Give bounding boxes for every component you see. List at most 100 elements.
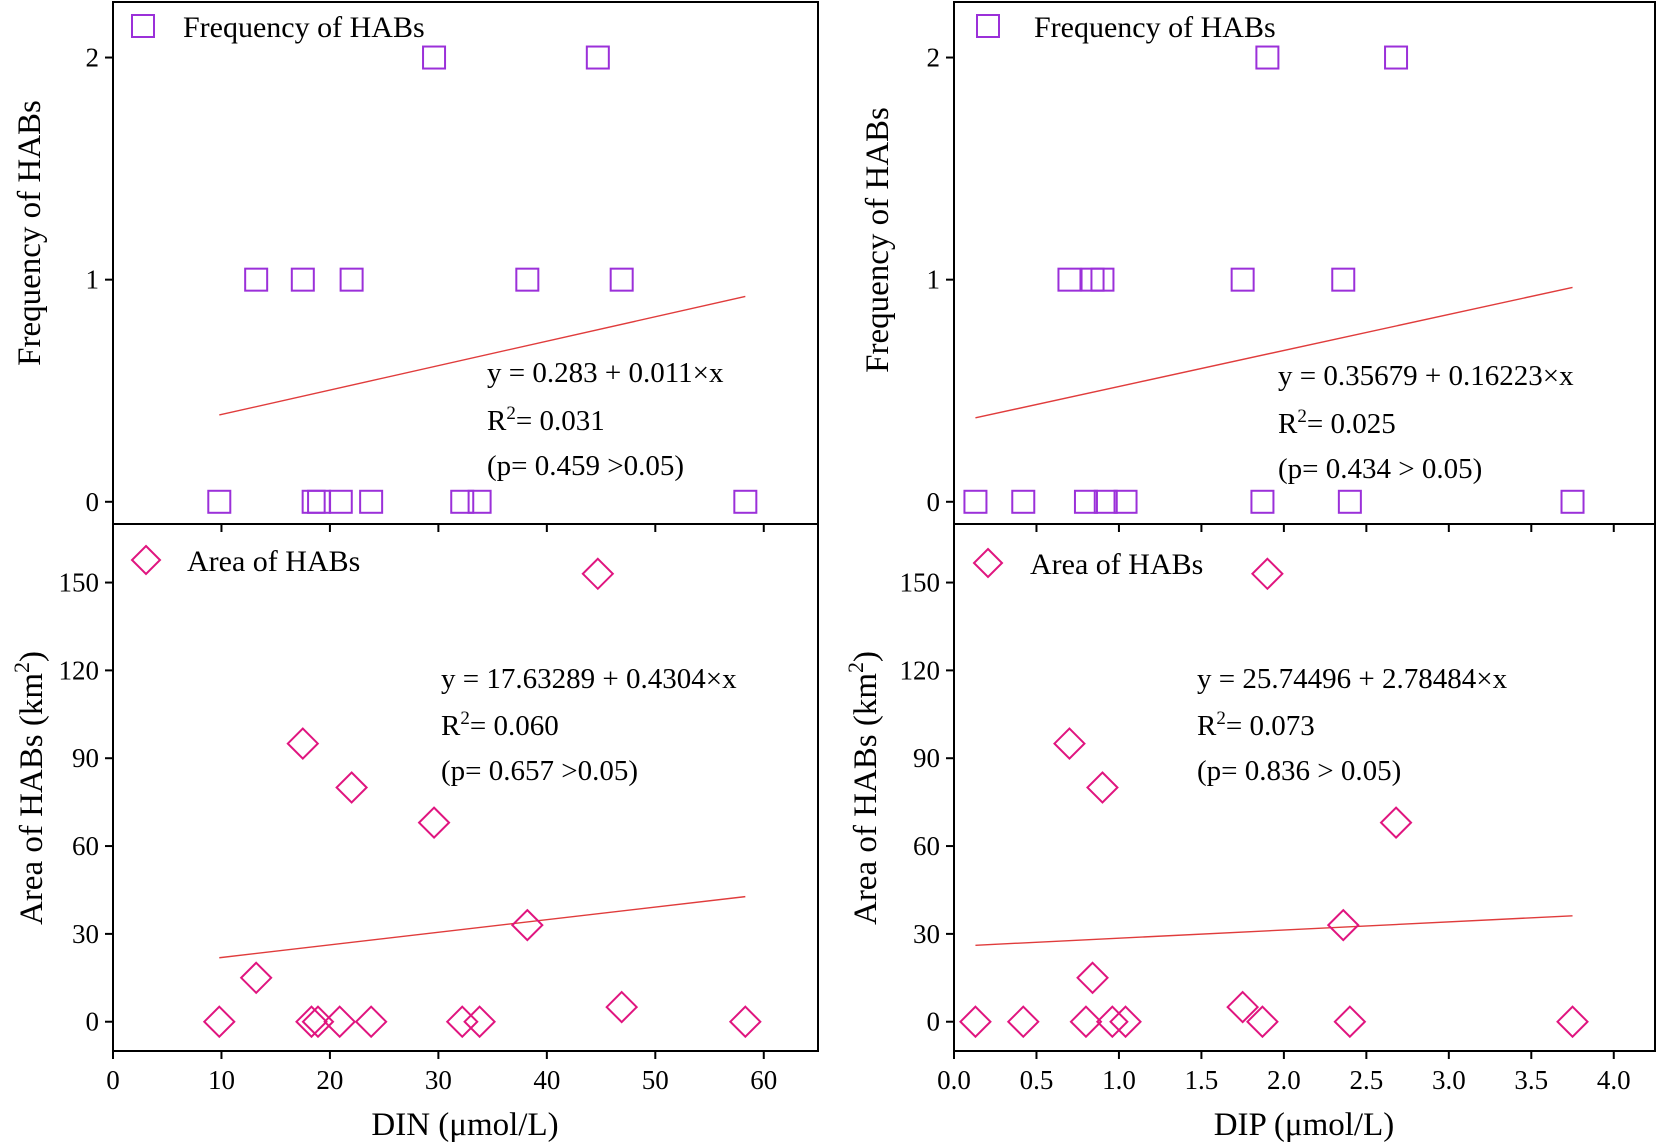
regression-line bbox=[975, 915, 1573, 946]
regression-annotation: y = 0.35679 + 0.16223×x R2= 0.025 (p= 0.… bbox=[1278, 360, 1574, 485]
panel-frequency-vs-dip: 012 Frequency of HABs Frequency of HABs … bbox=[860, 1, 1656, 532]
y-axis-title: Frequency of HABs bbox=[860, 107, 896, 373]
data-point bbox=[307, 489, 332, 514]
data-point bbox=[207, 489, 232, 514]
data-point bbox=[286, 727, 320, 760]
y-tick-label: 30 bbox=[72, 919, 99, 949]
y-axis-title: Area of HABs (km2) bbox=[9, 651, 50, 925]
y-tick-label: 60 bbox=[72, 831, 99, 861]
y-tick-label: 1 bbox=[927, 265, 941, 295]
y-tick-label: 1 bbox=[86, 265, 100, 295]
legend: Area of HABs bbox=[130, 544, 360, 578]
plot-frame bbox=[112, 523, 819, 1052]
legend: Frequency of HABs bbox=[976, 11, 1276, 44]
data-point bbox=[1556, 1005, 1589, 1039]
data-point bbox=[1057, 267, 1082, 292]
legend-label: Frequency of HABs bbox=[183, 11, 425, 44]
data-point bbox=[609, 267, 634, 292]
plot-frame bbox=[953, 1, 1656, 525]
panel-area-vs-dip: 0 30 60 90 120 150 0.0 0.5 1.0 1.5 2.0 2.5 3.0 3.5 4.… bbox=[843, 523, 1656, 1143]
data-point bbox=[1246, 1005, 1279, 1039]
x-tick-label: 60 bbox=[750, 1065, 777, 1095]
y-axis-title: Frequency of HABs bbox=[12, 100, 48, 366]
data-point bbox=[1250, 489, 1275, 514]
y-tick-label: 90 bbox=[913, 743, 940, 773]
legend: Area of HABs bbox=[972, 547, 1203, 581]
data-point bbox=[1006, 1005, 1040, 1039]
x-tick-label: 1.5 bbox=[1185, 1065, 1219, 1095]
data-point bbox=[1333, 1005, 1367, 1039]
data-point bbox=[445, 1005, 479, 1039]
y-tick-label: 2 bbox=[86, 43, 100, 73]
regression-annotation: y = 25.74496 + 2.78484×x R2= 0.073 (p= 0… bbox=[1197, 663, 1508, 787]
x-axis-title: DIP (μmol/L) bbox=[1214, 1107, 1395, 1143]
plot-frame bbox=[953, 523, 1656, 1052]
y-axis-title: Area of HABs (km2) bbox=[843, 651, 884, 925]
data-point bbox=[295, 1005, 328, 1039]
x-tick-label: 4.0 bbox=[1597, 1065, 1631, 1095]
data-point bbox=[1080, 267, 1105, 292]
data-point bbox=[1250, 557, 1284, 591]
data-point bbox=[463, 1005, 497, 1039]
panel-area-vs-din: 0 30 60 90 120 150 0 10 20 30 40 50 60 Area of HABs… bbox=[9, 523, 819, 1143]
y-tick-label: 120 bbox=[59, 655, 100, 685]
x-tick-label: 3.5 bbox=[1514, 1065, 1548, 1095]
legend-label: Frequency of HABs bbox=[1034, 11, 1276, 44]
r-squared: R2= 0.031 bbox=[487, 403, 605, 437]
r-squared: R2= 0.025 bbox=[1278, 406, 1396, 440]
data-point bbox=[1076, 961, 1109, 995]
legend-diamond-marker bbox=[972, 547, 1004, 579]
data-point bbox=[1331, 267, 1356, 292]
regression-annotation: y = 17.63289 + 0.4304×x R2= 0.060 (p= 0.… bbox=[441, 663, 737, 787]
data-point bbox=[290, 267, 315, 292]
data-point bbox=[339, 267, 364, 292]
legend: Frequency of HABs bbox=[131, 11, 425, 44]
data-point bbox=[728, 1005, 762, 1039]
x-tick-label: 2.0 bbox=[1267, 1065, 1301, 1095]
legend-diamond-marker bbox=[130, 544, 162, 576]
data-point bbox=[1053, 727, 1086, 760]
data-point bbox=[515, 267, 540, 292]
data-point bbox=[1255, 45, 1280, 70]
x-tick-label: 3.0 bbox=[1432, 1065, 1466, 1095]
data-point bbox=[581, 557, 615, 591]
data-point bbox=[1560, 489, 1585, 514]
data-point bbox=[422, 45, 447, 70]
x-tick-label: 10 bbox=[208, 1065, 235, 1095]
x-tick-label: 0.0 bbox=[937, 1065, 971, 1095]
regression-equation: y = 0.35679 + 0.16223×x bbox=[1278, 360, 1574, 392]
data-point bbox=[323, 1005, 357, 1039]
regression-equation: y = 25.74496 + 2.78484×x bbox=[1197, 663, 1508, 695]
p-value: (p= 0.459 >0.05) bbox=[487, 450, 684, 482]
regression-equation: y = 0.283 + 0.011×x bbox=[487, 357, 724, 389]
y-tick-label: 60 bbox=[913, 831, 940, 861]
x-axis-title: DIN (μmol/L) bbox=[371, 1107, 558, 1143]
data-point bbox=[1109, 1005, 1142, 1039]
data-point bbox=[417, 806, 451, 840]
r-squared: R2= 0.073 bbox=[1197, 708, 1315, 742]
data-point bbox=[1379, 806, 1413, 840]
data-point bbox=[202, 1005, 236, 1039]
data-point bbox=[1073, 489, 1098, 514]
data-point bbox=[1226, 990, 1260, 1024]
p-value: (p= 0.836 > 0.05) bbox=[1197, 755, 1401, 787]
data-point bbox=[1095, 1005, 1129, 1039]
data-point bbox=[467, 489, 492, 514]
data-point bbox=[359, 489, 384, 514]
data-point bbox=[1326, 908, 1360, 942]
data-point bbox=[585, 45, 610, 70]
x-tick-label: 2.5 bbox=[1349, 1065, 1383, 1095]
plot-frame bbox=[112, 1, 819, 525]
y-tick-label: 0 bbox=[86, 1007, 100, 1037]
p-value: (p= 0.434 > 0.05) bbox=[1278, 453, 1482, 485]
data-point bbox=[1230, 267, 1255, 292]
data-point bbox=[450, 489, 475, 514]
data-point bbox=[605, 990, 639, 1024]
data-point bbox=[733, 489, 758, 514]
data-point bbox=[510, 908, 544, 942]
y-tick-label: 30 bbox=[913, 919, 940, 949]
x-tick-label: 50 bbox=[642, 1065, 669, 1095]
y-tick-label: 0 bbox=[927, 1007, 941, 1037]
data-point bbox=[1069, 1005, 1103, 1039]
